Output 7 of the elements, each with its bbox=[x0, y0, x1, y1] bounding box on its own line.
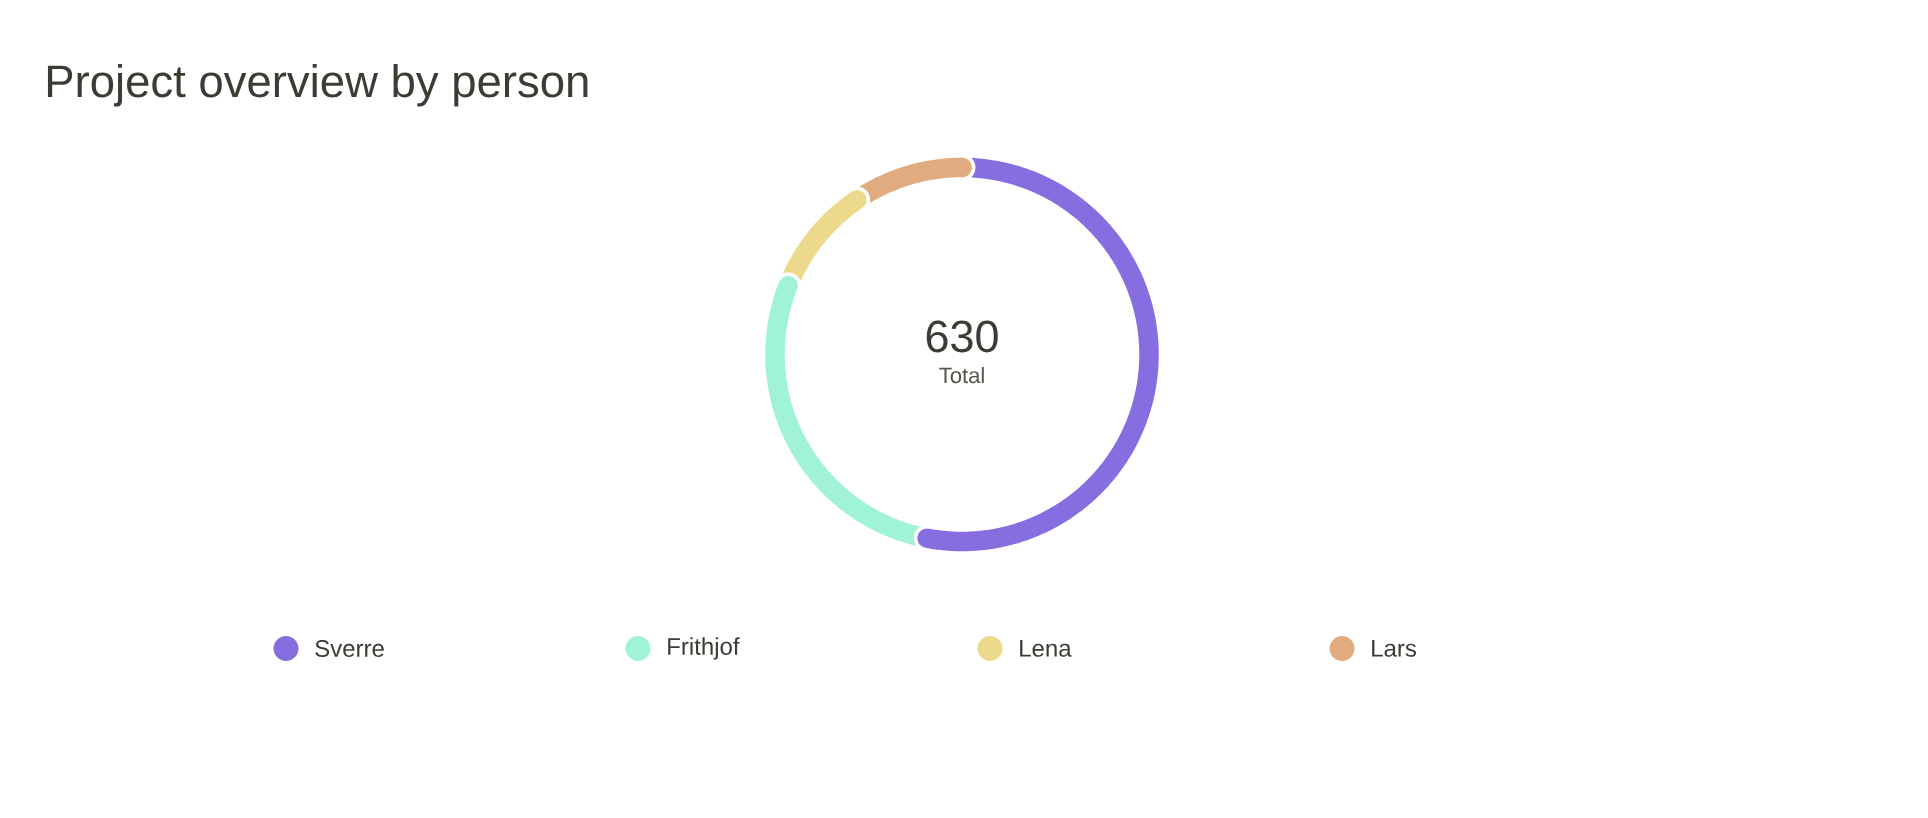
legend-label: Frithjof bbox=[668, 637, 740, 660]
legend-label: Lena bbox=[1020, 640, 1072, 657]
chart-title: Project overview by person bbox=[47, 64, 588, 107]
legend-label: Lars bbox=[1372, 640, 1417, 657]
text: Total bbox=[939, 367, 984, 384]
legend-label: Sverre bbox=[315, 639, 384, 657]
text: 630 bbox=[926, 320, 998, 353]
